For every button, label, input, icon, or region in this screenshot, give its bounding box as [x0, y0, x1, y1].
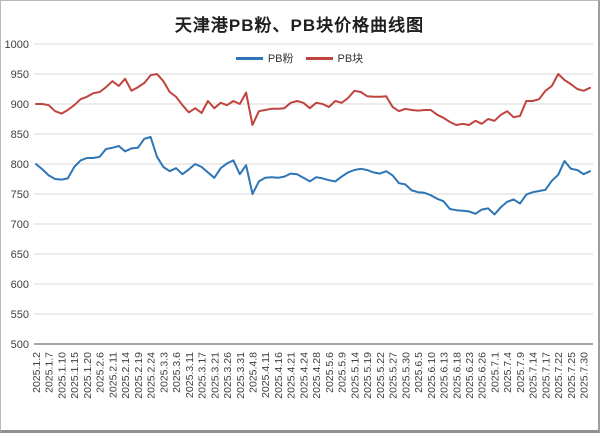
y-tick-label: 550	[11, 309, 29, 321]
x-tick-label: 2025.1.10	[56, 352, 68, 399]
legend-label-pb-kuai: PB块	[337, 53, 364, 65]
x-tick-label: 2025.5.30	[400, 352, 412, 399]
x-tick-label: 2025.7.17	[540, 352, 552, 399]
legend-swatch-pb-fen	[235, 56, 263, 60]
x-tick-label: 2025.2.6	[95, 352, 107, 393]
x-tick-label: 2025.3.26	[222, 352, 234, 399]
y-tick-label: 950	[11, 69, 29, 81]
series-line-0	[35, 136, 591, 216]
x-tick-label: 2025.5.22	[375, 352, 387, 399]
legend-item-pb-kuai: PB块	[305, 50, 364, 66]
x-tick-label: 2025.6.26	[477, 352, 489, 399]
x-tick-label: 2025.5.9	[337, 352, 349, 393]
x-tick-label: 2025.4.16	[273, 352, 285, 399]
x-tick-label: 2025.7.1	[489, 352, 501, 393]
x-tick-label: 2025.7.30	[579, 352, 591, 399]
x-tick-label: 2025.2.14	[120, 352, 132, 399]
x-tick-label: 2025.1.20	[82, 352, 94, 399]
y-tick-label: 500	[11, 339, 29, 351]
x-tick-label: 2025.7.4	[502, 352, 514, 393]
legend-label-pb-fen: PB粉	[267, 53, 294, 65]
x-tick-label: 2025.3.31	[235, 352, 247, 399]
x-tick-label: 2025.7.25	[566, 352, 578, 399]
x-tick-label: 2025.6.18	[451, 352, 463, 399]
legend-swatch-pb-kuai	[305, 56, 333, 60]
x-tick-label: 2025.2.24	[146, 352, 158, 399]
x-tick-label: 2025.7.22	[553, 352, 565, 399]
x-tick-label: 2025.6.10	[426, 352, 438, 399]
x-tick-label: 2025.5.27	[388, 352, 400, 399]
x-tick-label: 2025.4.11	[260, 352, 272, 398]
x-tick-label: 2025.7.9	[515, 352, 527, 393]
x-tick-label: 2025.1.15	[69, 352, 81, 399]
x-tick-label: 2025.6.5	[413, 352, 425, 393]
chart-title: 天津港PB粉、PB块价格曲线图	[174, 16, 425, 35]
x-tick-label: 2025.4.28	[311, 352, 323, 399]
series-line-1	[35, 73, 591, 126]
y-tick-label: 800	[11, 159, 29, 171]
x-tick-label: 2025.2.19	[133, 352, 145, 399]
x-tick-label: 2025.6.23	[464, 352, 476, 399]
x-tick-label: 2025.6.13	[439, 352, 451, 399]
y-tick-label: 900	[11, 99, 29, 111]
y-tick-label: 750	[11, 189, 29, 201]
x-tick-label: 2025.2.11	[107, 352, 119, 398]
x-tick-label: 2025.5.6	[324, 352, 336, 393]
x-tick-label: 2025.1.7	[44, 352, 56, 393]
x-tick-label: 2025.3.11	[184, 352, 196, 398]
legend-item-pb-fen: PB粉	[235, 50, 294, 66]
y-tick-label: 700	[11, 219, 29, 231]
x-tick-label: 2025.5.19	[362, 352, 374, 399]
x-tick-label: 2025.4.21	[286, 352, 298, 399]
x-tick-label: 2025.3.3	[158, 352, 170, 393]
x-tick-label: 2025.7.14	[528, 352, 540, 399]
x-tick-label: 2025.3.6	[171, 352, 183, 393]
x-tick-label: 2025.3.21	[209, 352, 221, 399]
y-tick-label: 850	[11, 129, 29, 141]
chart-legend: PB粉 PB块	[1, 50, 598, 66]
x-tick-label: 2025.5.14	[349, 352, 361, 399]
x-tick-label: 2025.4.24	[298, 352, 310, 399]
x-tick-label: 2025.1.2	[31, 352, 43, 393]
y-tick-label: 1000	[5, 39, 29, 51]
x-tick-label: 2025.4.8	[248, 352, 260, 393]
y-tick-label: 650	[11, 249, 29, 261]
x-tick-label: 2025.3.17	[197, 352, 209, 399]
y-tick-label: 600	[11, 279, 29, 291]
